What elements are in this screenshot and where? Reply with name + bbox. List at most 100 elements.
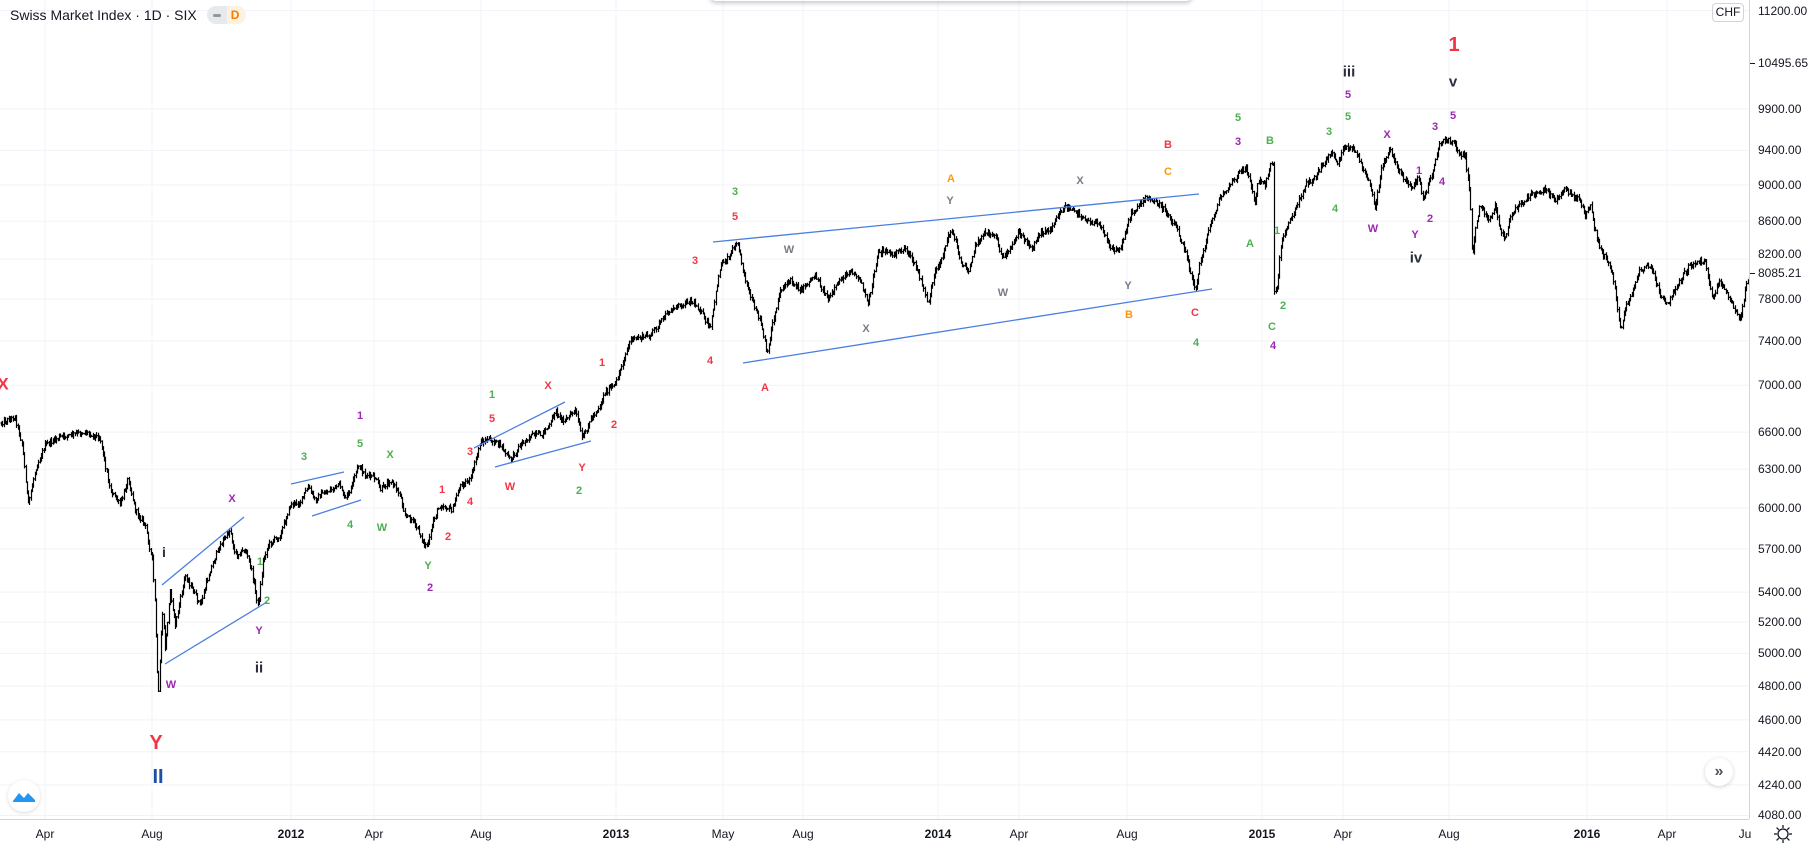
wave-label[interactable]: 2 bbox=[611, 419, 617, 431]
market-status-badge[interactable]: D bbox=[206, 6, 247, 24]
wave-label[interactable]: iii bbox=[1343, 64, 1356, 81]
wave-label[interactable]: W bbox=[377, 522, 388, 534]
wave-label[interactable]: X bbox=[1383, 129, 1391, 141]
time-axis[interactable]: Apr Aug 2012 Apr Aug 2013 May Aug 2014 Apr Aug 2015… bbox=[0, 819, 1751, 848]
wave-label[interactable]: 1 bbox=[1416, 165, 1422, 177]
wave-label[interactable]: Y bbox=[578, 462, 586, 474]
wave-label[interactable]: Y bbox=[946, 195, 954, 207]
price-bar bbox=[1585, 210, 1588, 220]
wave-label[interactable]: B bbox=[1266, 135, 1274, 147]
wave-label[interactable]: iv bbox=[1410, 250, 1423, 267]
wave-label[interactable]: 2 bbox=[576, 485, 582, 497]
wave-label[interactable]: Y bbox=[1411, 229, 1419, 241]
price-bar bbox=[1051, 222, 1054, 232]
wave-label[interactable]: 3 bbox=[467, 446, 473, 458]
wave-label[interactable]: X bbox=[862, 323, 870, 335]
wave-label[interactable]: X bbox=[228, 493, 236, 505]
wave-label[interactable]: Y bbox=[1124, 280, 1132, 292]
price-axis[interactable] bbox=[1749, 0, 1810, 819]
price-bar bbox=[224, 535, 227, 540]
wave-label[interactable]: 4 bbox=[1193, 337, 1200, 349]
currency-button[interactable]: CHF bbox=[1712, 3, 1744, 22]
price-bar bbox=[1665, 301, 1668, 305]
wave-label[interactable]: ii bbox=[255, 660, 263, 677]
price-bar bbox=[37, 459, 40, 469]
wave-label[interactable]: A bbox=[761, 382, 769, 394]
trendline[interactable] bbox=[712, 193, 1200, 243]
trendline[interactable] bbox=[742, 288, 1213, 364]
trendline[interactable] bbox=[473, 401, 566, 449]
wave-label[interactable]: 5 bbox=[357, 438, 363, 450]
wave-label[interactable]: 5 bbox=[1345, 111, 1351, 123]
wave-label[interactable]: 3 bbox=[692, 255, 698, 267]
wave-label[interactable]: 5 bbox=[1345, 89, 1351, 101]
wave-label[interactable]: 3 bbox=[1326, 126, 1332, 138]
wave-label[interactable]: 5 bbox=[489, 413, 495, 425]
trendline[interactable] bbox=[164, 601, 268, 665]
symbol-title[interactable]: Swiss Market Index · 1D · SIX bbox=[10, 7, 197, 23]
price-bar bbox=[1438, 141, 1441, 151]
wave-label[interactable]: W bbox=[505, 481, 516, 493]
wave-label[interactable]: Y bbox=[255, 625, 263, 637]
wave-label[interactable]: 1 bbox=[599, 357, 605, 369]
wave-label[interactable]: 4 bbox=[467, 496, 474, 508]
wave-label[interactable]: Y bbox=[424, 560, 432, 572]
wave-label[interactable]: 5 bbox=[732, 211, 738, 223]
trendline[interactable] bbox=[494, 440, 592, 468]
wave-label[interactable]: 1 bbox=[489, 389, 495, 401]
wave-label[interactable]: v bbox=[1449, 74, 1458, 91]
price-bar bbox=[295, 499, 298, 506]
wave-label[interactable]: 1 bbox=[257, 556, 263, 568]
wave-label[interactable]: 2 bbox=[427, 582, 433, 594]
price-bar bbox=[348, 490, 351, 496]
wave-label[interactable]: 4 bbox=[1270, 340, 1277, 352]
trendline[interactable] bbox=[311, 499, 362, 517]
price-bar bbox=[1029, 244, 1032, 248]
wave-label[interactable]: C bbox=[1164, 166, 1172, 178]
wave-label[interactable]: Y bbox=[149, 732, 163, 754]
price-bar bbox=[668, 310, 671, 316]
wave-label[interactable]: 1 bbox=[357, 410, 363, 422]
wave-label[interactable]: X bbox=[544, 380, 552, 392]
wave-label[interactable]: B bbox=[1125, 309, 1133, 321]
wave-label[interactable]: II bbox=[152, 766, 163, 788]
wave-label[interactable]: 2 bbox=[264, 595, 270, 607]
wave-label[interactable]: 2 bbox=[445, 531, 451, 543]
wave-label[interactable]: W bbox=[166, 679, 177, 691]
wave-label[interactable]: C bbox=[1268, 321, 1276, 333]
wave-label[interactable]: X bbox=[386, 449, 394, 461]
wave-label[interactable]: W bbox=[784, 244, 795, 256]
tradingview-logo-icon[interactable] bbox=[8, 780, 40, 812]
wave-label[interactable]: 5 bbox=[1235, 112, 1241, 124]
wave-label[interactable]: 1 bbox=[439, 484, 445, 496]
wave-label[interactable]: X bbox=[0, 375, 9, 394]
price-bar bbox=[971, 255, 974, 264]
wave-label[interactable]: 3 bbox=[1432, 121, 1438, 133]
wave-label[interactable]: W bbox=[1368, 223, 1379, 235]
wave-label[interactable]: 1 bbox=[1274, 225, 1280, 237]
wave-label[interactable]: X bbox=[1076, 175, 1084, 187]
wave-label[interactable]: 2 bbox=[1280, 300, 1286, 312]
trendline[interactable] bbox=[161, 516, 245, 586]
price-bar bbox=[99, 436, 102, 444]
wave-label[interactable]: W bbox=[998, 287, 1009, 299]
wave-label[interactable]: 4 bbox=[1439, 176, 1446, 188]
wave-label[interactable]: C bbox=[1191, 307, 1199, 319]
wave-label[interactable]: i bbox=[162, 544, 166, 560]
wave-label[interactable]: 3 bbox=[1235, 136, 1241, 148]
wave-label[interactable]: 4 bbox=[347, 519, 354, 531]
wave-label[interactable]: 3 bbox=[732, 186, 738, 198]
wave-label[interactable]: B bbox=[1164, 139, 1172, 151]
wave-label[interactable]: 1 bbox=[1448, 34, 1459, 56]
trendline[interactable] bbox=[290, 471, 345, 485]
wave-label[interactable]: A bbox=[1246, 238, 1254, 250]
wave-label[interactable]: 4 bbox=[707, 355, 714, 367]
wave-label[interactable]: 3 bbox=[301, 451, 307, 463]
settings-gear-icon[interactable] bbox=[1772, 823, 1794, 845]
scroll-to-realtime-button[interactable]: » bbox=[1705, 758, 1733, 786]
wave-label[interactable]: 2 bbox=[1427, 213, 1433, 225]
wave-label[interactable]: 5 bbox=[1450, 110, 1456, 122]
wave-label[interactable]: 4 bbox=[1332, 203, 1339, 215]
wave-label[interactable]: A bbox=[947, 173, 955, 185]
